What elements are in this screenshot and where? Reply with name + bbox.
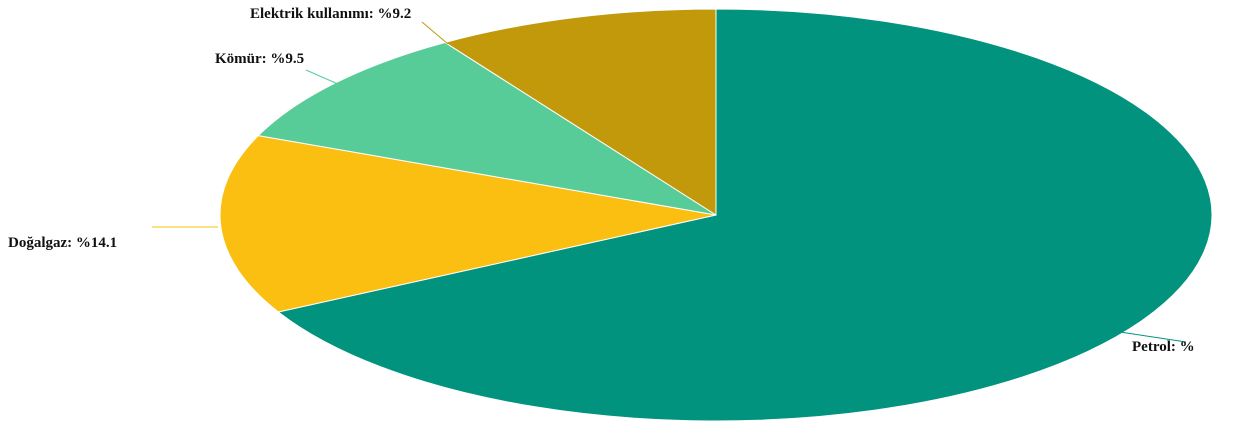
leader-line [305, 69, 339, 85]
slice-label: Petrol: % [1132, 339, 1195, 355]
leader-lines-layer [152, 21, 1187, 343]
leader-line [421, 21, 449, 45]
pie-slice-petrol [277, 8, 1213, 422]
pie-slice-doğalgaz [219, 135, 717, 313]
pie-slice-kömür [257, 41, 717, 216]
leader-line [1119, 331, 1187, 343]
labels-layer: Petrol: % Doğalgaz: %14.1 Kömür: %9.5 Elekt… [8, 6, 1195, 355]
slice-label: Doğalgaz: %14.1 [8, 235, 117, 251]
slices-layer [219, 8, 1213, 422]
slice-label: Kömür: %9.5 [215, 51, 304, 67]
pie-slice-elektrik-kullanımı [443, 8, 717, 216]
slice-label: Elektrik kullanımı: %9.2 [250, 6, 411, 22]
